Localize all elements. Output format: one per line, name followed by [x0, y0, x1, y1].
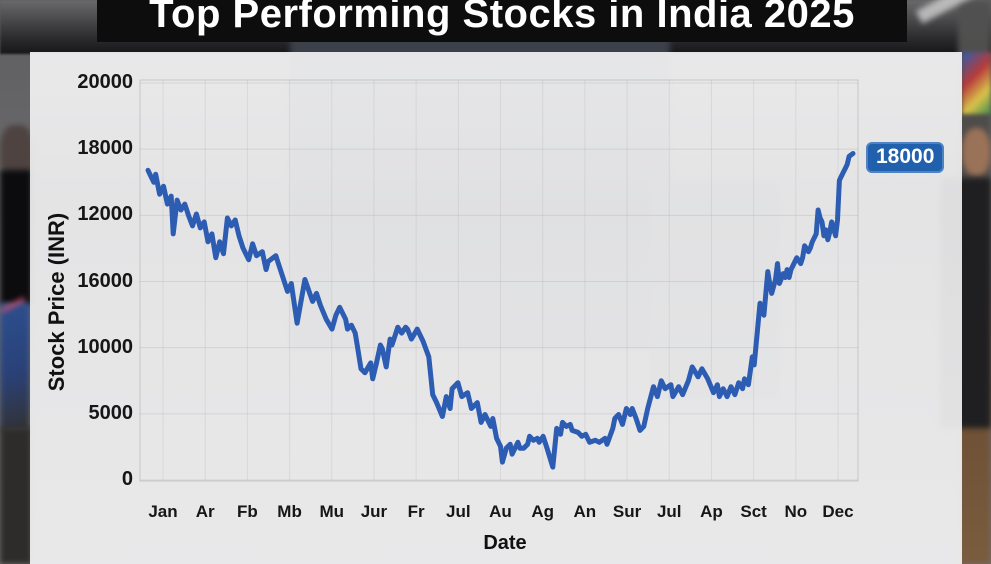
x-tick-label: No — [784, 502, 808, 521]
background-monitor-left — [0, 170, 32, 305]
x-tick-label: Ap — [700, 502, 723, 521]
y-axis-title: Stock Price (INR) — [44, 212, 69, 392]
x-tick-label: Jul — [446, 502, 471, 521]
y-tick-label: 18000 — [77, 137, 133, 160]
y-tick-label: 16000 — [77, 269, 133, 292]
x-tick-label: An — [573, 502, 597, 521]
y-tick-label: 12000 — [77, 203, 133, 226]
x-tick-label: Mb — [277, 502, 302, 521]
title-banner: Top Performing Stocks in India 2025 — [97, 0, 907, 42]
x-axis-title: Date — [483, 532, 527, 554]
y-tick-label: 10000 — [77, 335, 133, 358]
background-trading-screen — [0, 297, 30, 431]
background-poster — [962, 52, 991, 114]
chart-panel — [30, 52, 962, 564]
x-tick-label: Sur — [612, 502, 642, 521]
x-tick-label: Jan — [148, 502, 178, 521]
x-tick-label: Sct — [740, 502, 767, 521]
x-tick-label: Jul — [656, 502, 682, 521]
x-tick-label: Ag — [531, 502, 555, 521]
y-tick-label: 0 — [121, 468, 133, 490]
y-tick-label: 20000 — [77, 71, 133, 93]
page-title: Top Performing Stocks in India 2025 — [149, 0, 855, 36]
x-tick-label: Jur — [360, 502, 388, 521]
stock-price-series-line — [145, 151, 856, 470]
x-tick-label: Fb — [236, 502, 258, 521]
x-tick-label: Ar — [195, 502, 215, 521]
plot-frame — [139, 79, 859, 482]
x-tick-label: Au — [489, 502, 512, 521]
x-tick-label: Fr — [407, 502, 425, 521]
x-tick-label: Mu — [319, 502, 345, 521]
last-value-badge: 18000 — [866, 142, 945, 173]
y-tick-label: 5000 — [88, 401, 134, 424]
background-person-face — [962, 128, 991, 176]
background-desk — [0, 428, 32, 564]
x-tick-label: Dec — [822, 502, 854, 521]
